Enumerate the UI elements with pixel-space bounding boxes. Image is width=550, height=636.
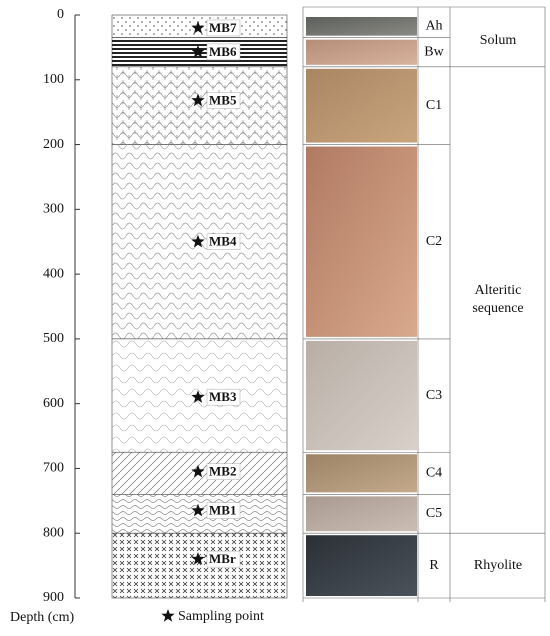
sample-label: MB5 bbox=[209, 92, 237, 107]
group-label: Rhyolite bbox=[473, 557, 523, 573]
horizon-photo bbox=[306, 496, 417, 532]
horizon-label: C4 bbox=[426, 466, 442, 481]
horizon-photo bbox=[306, 340, 417, 451]
horizon-photo bbox=[306, 535, 417, 596]
sample-label-box bbox=[206, 502, 241, 519]
tick-label: 0 bbox=[57, 7, 64, 22]
horizon-label: C1 bbox=[426, 98, 442, 113]
horizon-photo bbox=[306, 17, 417, 36]
sampling-point bbox=[191, 234, 205, 248]
sample-label-box bbox=[206, 92, 241, 109]
horizon-label: R bbox=[429, 558, 439, 573]
horizon-label: Ah bbox=[425, 19, 442, 34]
sampling-point bbox=[191, 21, 205, 34]
sampling-point bbox=[191, 390, 205, 403]
tick-label: 500 bbox=[43, 331, 64, 346]
layer-pattern bbox=[112, 533, 287, 598]
sample-label-box bbox=[206, 233, 241, 250]
sample-label-box bbox=[206, 463, 241, 480]
sampling-point bbox=[191, 464, 205, 478]
sampling-point bbox=[191, 552, 205, 565]
sample-label: MB7 bbox=[209, 20, 237, 35]
sampling-point bbox=[191, 44, 205, 58]
horizon-label: Bw bbox=[424, 44, 444, 59]
sample-label: MB3 bbox=[209, 389, 237, 404]
sampling-point bbox=[191, 93, 205, 107]
horizon-label: C5 bbox=[426, 506, 442, 521]
sample-label: MBr bbox=[209, 551, 236, 566]
legend-label: Sampling point bbox=[178, 609, 264, 624]
sample-label-box bbox=[206, 550, 241, 568]
tick-label: 100 bbox=[43, 72, 64, 87]
horizon-label: C2 bbox=[426, 234, 442, 249]
tick-label: 800 bbox=[43, 525, 64, 540]
tick-label: 900 bbox=[43, 590, 64, 605]
horizon-photo bbox=[306, 454, 417, 493]
layer-pattern bbox=[112, 66, 287, 145]
legend-star bbox=[161, 609, 175, 622]
horizon-label: C3 bbox=[426, 388, 442, 403]
sample-label: MB2 bbox=[209, 464, 236, 479]
tick-label: 200 bbox=[43, 137, 64, 152]
tick-label: 300 bbox=[43, 202, 64, 217]
horizon-photo bbox=[306, 39, 417, 65]
horizon-photo bbox=[306, 146, 417, 337]
tick-label: 600 bbox=[43, 396, 64, 411]
tick-label: 400 bbox=[43, 266, 64, 281]
sample-label-box bbox=[206, 19, 241, 37]
group-label: Solum bbox=[479, 32, 517, 48]
sample-label: MB6 bbox=[209, 44, 237, 59]
sample-label: MB1 bbox=[209, 503, 236, 518]
sample-label: MB4 bbox=[209, 234, 237, 249]
tick-label: 700 bbox=[43, 461, 64, 476]
axis-label: Depth (cm) bbox=[10, 610, 74, 625]
sampling-point bbox=[191, 503, 205, 517]
sample-label-box bbox=[206, 43, 241, 61]
group-label: Alteritic sequence bbox=[472, 283, 524, 317]
sample-label-box bbox=[206, 388, 241, 406]
horizon-photo bbox=[306, 68, 417, 143]
